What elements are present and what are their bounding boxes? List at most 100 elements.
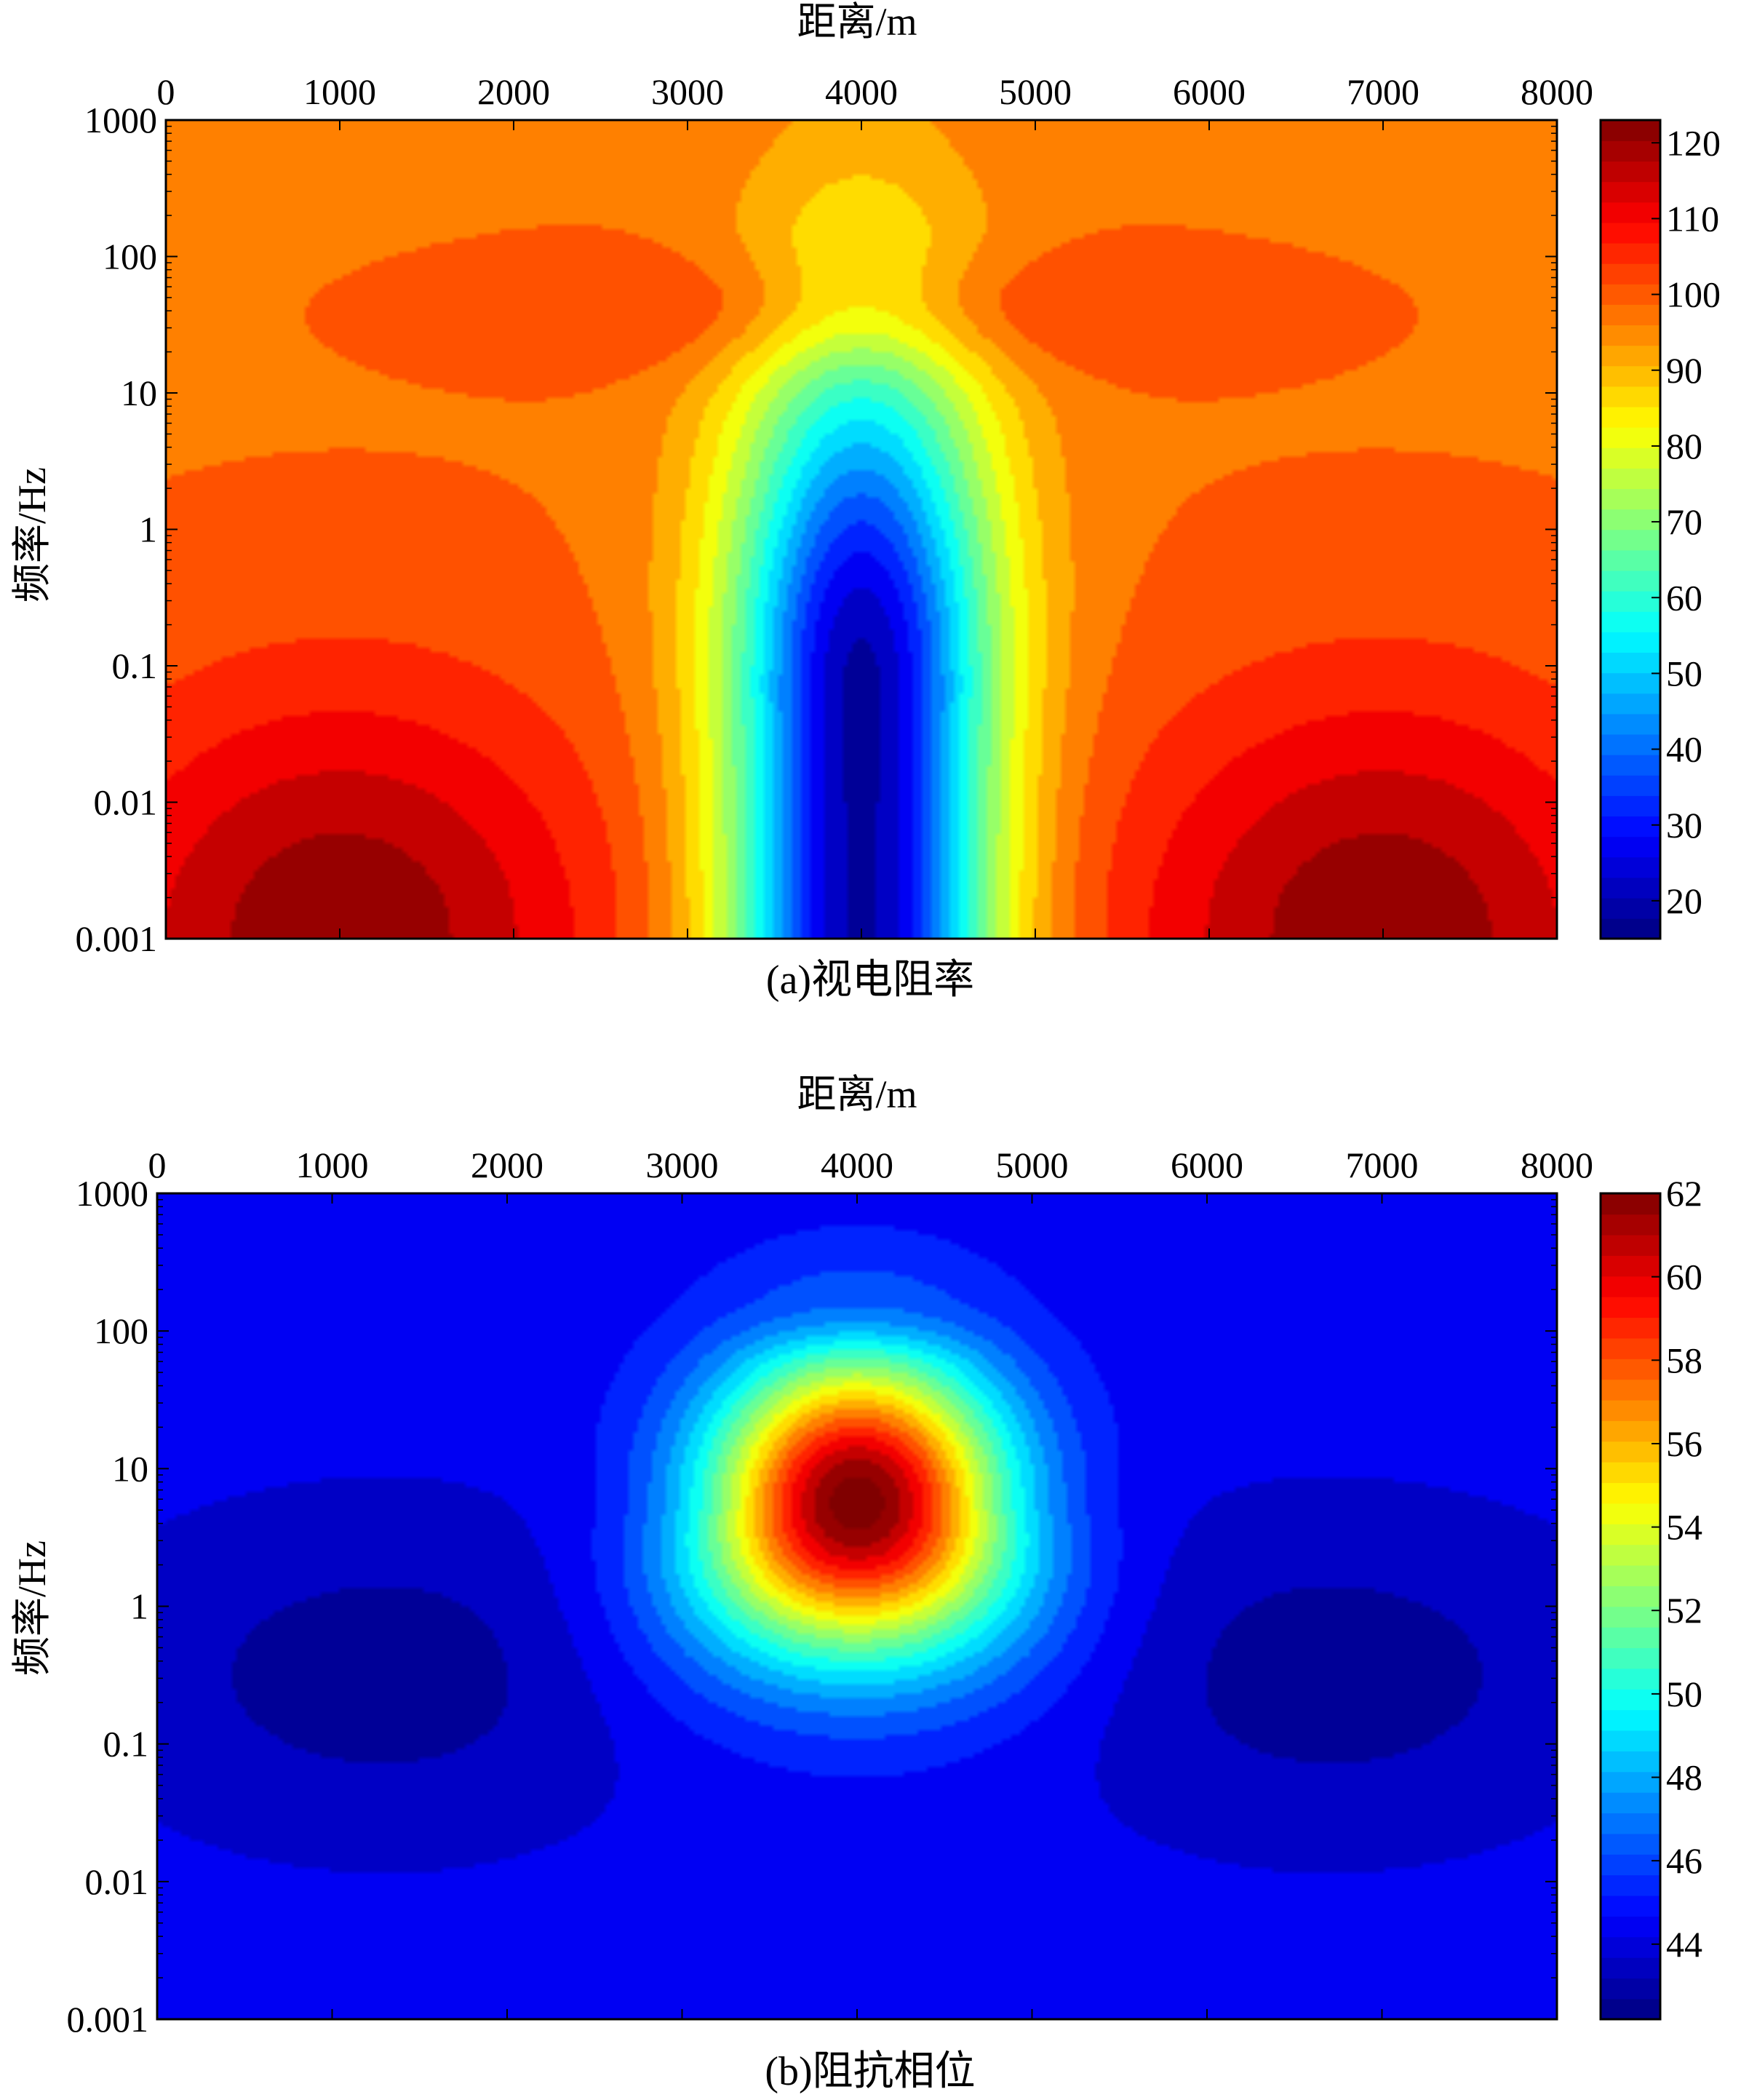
colorbar-tick-label: 90: [1666, 350, 1702, 391]
colorbar-segment: [1601, 570, 1660, 592]
colorbar-segment: [1601, 775, 1660, 796]
colorbar-segment: [1601, 754, 1660, 776]
colorbar-tick-label: 50: [1666, 653, 1702, 693]
y-tick-label: 100: [103, 236, 157, 277]
colorbar-segment: [1601, 1359, 1660, 1380]
colorbar-segment: [1601, 713, 1660, 735]
y-tick-labels: 1000 100 10 1 0.1 0.01 0.001: [76, 100, 158, 959]
y-tick-label: 10: [121, 373, 157, 413]
colorbar-tick-label: 48: [1666, 1757, 1702, 1798]
colorbar-segment: [1601, 1978, 1660, 2000]
colorbar-tick-label: 50: [1666, 1674, 1702, 1714]
y-tick-label: 0.001: [76, 918, 158, 959]
colorbar-segment: [1601, 263, 1660, 285]
y-tick-label: 10: [112, 1448, 148, 1489]
x-tick-label: 0: [157, 71, 175, 112]
x-tick-label: 2000: [477, 71, 550, 112]
x-tick-label: 7000: [1347, 71, 1419, 112]
colorbar-segment: [1601, 652, 1660, 674]
colorbar-segment: [1601, 365, 1660, 387]
colorbar-segment: [1601, 242, 1660, 264]
x-tick-label: 3000: [646, 1145, 719, 1185]
colorbar: 62 60 58 56 54 52 50 48 46 44: [1599, 1173, 1702, 2021]
colorbar-tick-label: 40: [1666, 729, 1702, 770]
colorbar-segment: [1601, 202, 1660, 223]
colorbar-segment: [1601, 632, 1660, 653]
x-tick-label: 0: [148, 1145, 167, 1185]
colorbar-segment: [1601, 733, 1660, 755]
colorbar-segment: [1601, 1544, 1660, 1566]
colorbar-segment: [1601, 1461, 1660, 1484]
colorbar-segment: [1601, 468, 1660, 490]
colorbar-segment: [1601, 140, 1660, 162]
colorbar: 120 110 100 90 80 70 60 50 40 30 20: [1599, 119, 1721, 940]
colorbar-segment: [1601, 120, 1660, 141]
colorbar-segment: [1601, 1586, 1660, 1607]
contour-plot: [164, 119, 1558, 940]
x-tick-labels: 0 1000 2000 3000 4000 5000 6000 7000 8000: [157, 71, 1594, 112]
x-tick-label: 2000: [471, 1145, 543, 1185]
panel-impedance-phase: 距离/m 0 1000 2000 3000 4000 5000 6000 7000 8000 1…: [10, 1073, 1702, 2094]
x-tick-label: 1000: [303, 71, 376, 112]
colorbar-segment: [1601, 918, 1660, 939]
colorbar-segment: [1601, 693, 1660, 715]
x-tick-label: 6000: [1173, 71, 1246, 112]
colorbar-segment: [1601, 386, 1660, 407]
colorbar-segment: [1601, 1482, 1660, 1504]
colorbar-segment: [1601, 1751, 1660, 1773]
colorbar-segment: [1601, 1503, 1660, 1524]
y-tick-labels: 1000 100 10 1 0.1 0.01 0.001: [67, 1173, 149, 2040]
colorbar-segment: [1601, 1813, 1660, 1834]
colorbar-segment: [1601, 1441, 1660, 1463]
y-tick-label: 1000: [76, 1173, 148, 1214]
colorbar-segment: [1601, 529, 1660, 551]
colorbar-segment: [1601, 1689, 1660, 1711]
colorbar-segment: [1601, 877, 1660, 899]
colorbar-tick-label: 20: [1666, 880, 1702, 921]
colorbar-segment: [1601, 590, 1660, 612]
colorbar-segment: [1601, 345, 1660, 367]
colorbar-segment: [1601, 1524, 1660, 1546]
colorbar-segment: [1601, 1730, 1660, 1751]
colorbar-tick-label: 30: [1666, 805, 1702, 846]
contour-fill: [157, 1193, 1557, 2019]
colorbar-tick-label: 56: [1666, 1423, 1702, 1464]
y-tick-label: 0.01: [85, 1861, 149, 1902]
colorbar-tick-label: 70: [1666, 501, 1702, 542]
colorbar-tick-label: 80: [1666, 426, 1702, 466]
colorbar-tick-label: 52: [1666, 1590, 1702, 1631]
x-tick-labels: 0 1000 2000 3000 4000 5000 6000 7000 8000: [148, 1145, 1594, 1185]
x-tick-label: 1000: [296, 1145, 369, 1185]
colorbar-segment: [1601, 672, 1660, 694]
x-tick-label: 8000: [1521, 1145, 1593, 1185]
colorbar-segment: [1601, 1647, 1660, 1669]
colorbar-segment: [1601, 1255, 1660, 1277]
y-tick-label: 1: [139, 509, 157, 550]
x-tick-label: 3000: [651, 71, 724, 112]
colorbar-segment: [1601, 488, 1660, 510]
colorbar-tick-label: 60: [1666, 1257, 1702, 1297]
colorbar-segment: [1601, 1998, 1660, 2020]
colorbar-segment: [1601, 1957, 1660, 1979]
colorbar-segment: [1601, 1379, 1660, 1401]
x-tick-label: 6000: [1171, 1145, 1243, 1185]
colorbar-segment: [1601, 836, 1660, 858]
colorbar-segment: [1601, 1874, 1660, 1896]
colorbar-tick-label: 100: [1666, 274, 1721, 315]
colorbar-segment: [1601, 1234, 1660, 1256]
colorbar-segment: [1601, 1420, 1660, 1442]
colorbar-segment: [1601, 1296, 1660, 1319]
colorbar-segment: [1601, 181, 1660, 203]
colorbar-segment: [1601, 222, 1660, 244]
x-axis-label: 距离/m: [797, 0, 917, 44]
colorbar-tick-label: 110: [1666, 198, 1719, 239]
colorbar-tick-label: 44: [1666, 1924, 1702, 1965]
contour-plot: [156, 1192, 1558, 2021]
colorbar-segment: [1601, 1895, 1660, 1917]
x-tick-label: 7000: [1346, 1145, 1419, 1185]
colorbar-segment: [1601, 1317, 1660, 1339]
colorbar-tick-label: 46: [1666, 1840, 1702, 1881]
colorbar-segment: [1601, 1916, 1660, 1938]
x-tick-label: 4000: [825, 71, 898, 112]
colorbar-segment: [1601, 406, 1660, 428]
